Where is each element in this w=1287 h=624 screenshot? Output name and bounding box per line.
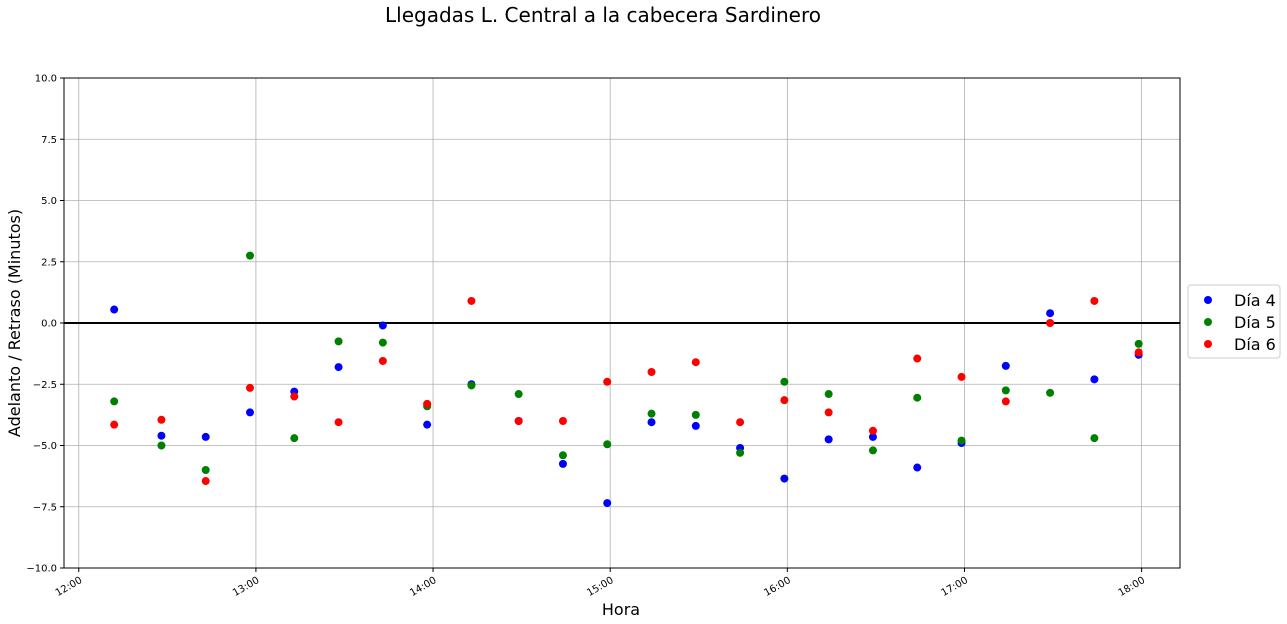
data-point (736, 448, 745, 457)
x-tick-label: 14:00 (408, 575, 438, 599)
data-point (824, 435, 833, 444)
data-point (334, 363, 343, 372)
data-point (378, 356, 387, 365)
data-point (913, 463, 922, 472)
data-point (201, 432, 210, 441)
data-point (110, 397, 119, 406)
data-point (246, 408, 254, 417)
legend-box (1187, 284, 1281, 359)
data-point (824, 390, 833, 399)
legend-marker (1204, 296, 1212, 304)
data-point (691, 358, 700, 367)
legend-label: Día 6 (1234, 335, 1276, 354)
y-tick-label: 10.0 (35, 74, 57, 85)
data-point (868, 426, 877, 435)
y-axis-label: Adelanto / Retraso (Minutos) (5, 209, 24, 437)
data-point (1046, 309, 1055, 318)
data-point (334, 418, 343, 427)
data-point (514, 417, 523, 425)
y-tick-label: 5.0 (41, 196, 57, 207)
data-point (514, 390, 523, 399)
data-point (558, 459, 567, 468)
data-point (290, 434, 299, 443)
x-tick-label: 13:00 (231, 575, 261, 599)
data-point (603, 440, 612, 449)
data-point (780, 396, 789, 405)
data-point (913, 393, 922, 402)
data-point (603, 499, 612, 508)
data-point (780, 474, 789, 483)
data-point (157, 441, 166, 450)
data-point (201, 466, 210, 474)
data-point (423, 399, 432, 408)
data-point (868, 432, 877, 441)
legend-marker (1204, 340, 1212, 348)
data-point (1001, 397, 1010, 406)
data-point (246, 383, 254, 392)
x-tick-label: 18:00 (1117, 575, 1147, 599)
data-point (157, 431, 166, 440)
data-point (1001, 361, 1010, 370)
data-point (378, 321, 387, 330)
legend-label: Día 5 (1234, 313, 1276, 332)
legend-marker (1204, 318, 1212, 326)
data-point (603, 377, 612, 386)
data-point (691, 410, 700, 419)
data-point (1090, 375, 1099, 384)
x-axis-ticks: 12:00 13:00 14:00 15:00 16:00 17:00 18:00 (54, 568, 1147, 599)
data-point (868, 446, 877, 455)
data-point (201, 477, 210, 486)
data-point (334, 337, 343, 346)
data-point (467, 296, 476, 305)
data-point (647, 418, 656, 427)
series-2 (110, 251, 1143, 474)
data-point (1134, 348, 1143, 357)
y-tick-label: 2.5 (41, 257, 57, 268)
data-point (1090, 434, 1099, 443)
data-point (558, 417, 567, 425)
data-point (913, 354, 922, 363)
data-point (1134, 339, 1143, 348)
chart-title: Llegadas L. Central a la cabecera Sardin… (385, 3, 821, 27)
data-point (157, 415, 166, 424)
data-point (780, 377, 789, 386)
y-axis-ticks: 10.0 7.5 5.0 2.5 0.0 −2.5 −5.0 −7.5 −10.0 (26, 74, 64, 575)
y-tick-label: −10.0 (26, 564, 57, 575)
y-tick-label: −2.5 (33, 380, 57, 391)
legend: Día 4 Día 5 Día 6 (1187, 284, 1281, 359)
data-point (1046, 388, 1055, 397)
data-point (246, 251, 254, 260)
x-axis-label: Hora (602, 600, 640, 619)
data-point (691, 421, 700, 430)
data-point (1090, 296, 1099, 305)
y-tick-label: 0.0 (41, 319, 57, 330)
data-point (957, 436, 966, 445)
data-point (957, 372, 966, 381)
y-tick-label: 7.5 (41, 135, 57, 146)
data-point (1001, 386, 1010, 395)
data-point (290, 392, 299, 401)
series-1 (110, 305, 1143, 508)
data-points (110, 251, 1143, 508)
data-point (647, 368, 656, 376)
y-tick-label: −5.0 (33, 441, 57, 452)
data-point (467, 381, 476, 390)
y-tick-label: −7.5 (33, 502, 57, 513)
data-point (736, 418, 745, 427)
x-tick-label: 16:00 (762, 575, 792, 599)
data-point (423, 420, 432, 429)
data-point (647, 409, 656, 418)
data-point (110, 305, 119, 314)
data-point (558, 451, 567, 460)
data-point (1046, 319, 1055, 327)
data-point (110, 420, 119, 429)
x-tick-label: 17:00 (940, 575, 970, 599)
legend-label: Día 4 (1234, 291, 1276, 310)
x-tick-label: 12:00 (54, 575, 84, 599)
series-3 (110, 296, 1143, 486)
data-point (378, 338, 387, 347)
x-tick-label: 15:00 (585, 575, 615, 599)
data-point (824, 408, 833, 417)
